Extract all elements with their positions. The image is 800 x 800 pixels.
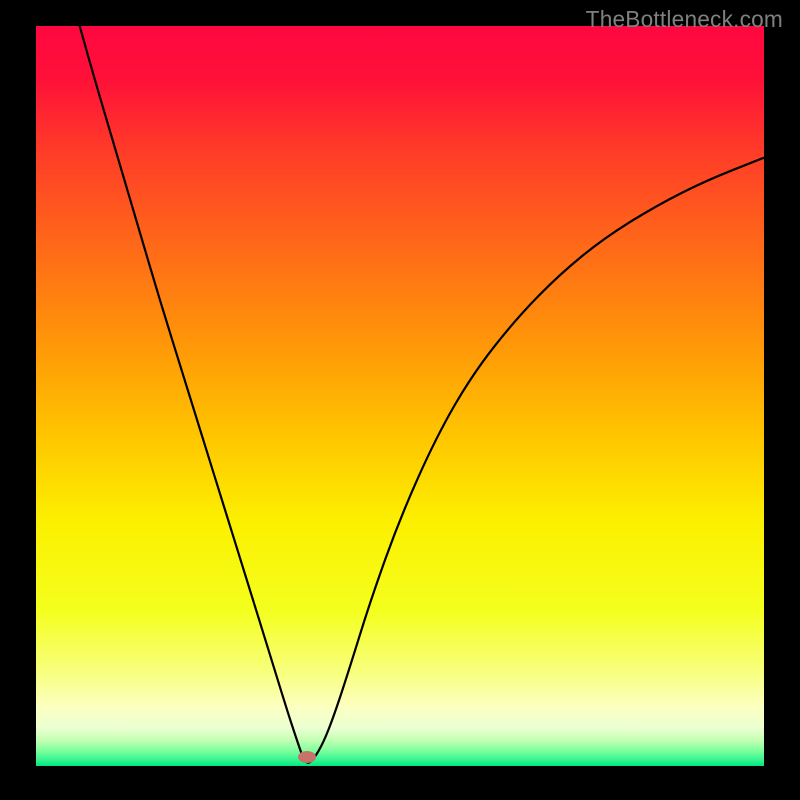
bottleneck-curve	[36, 26, 764, 766]
optimum-marker	[298, 751, 316, 763]
watermark-text: TheBottleneck.com	[586, 6, 783, 33]
plot-area	[36, 26, 764, 766]
